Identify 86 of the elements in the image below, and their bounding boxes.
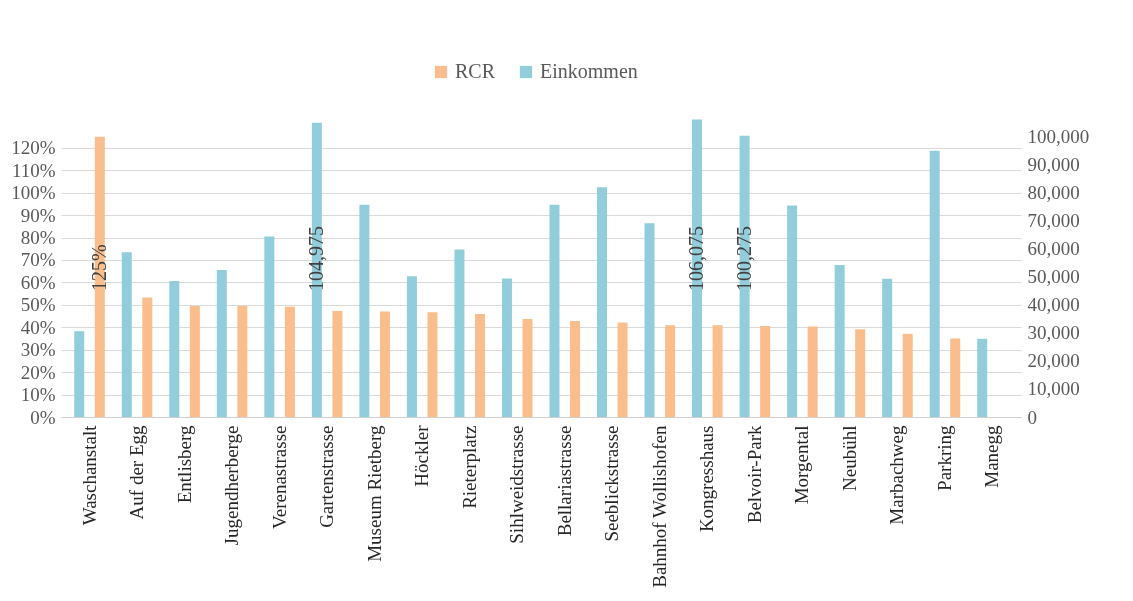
data-label: 104,975 — [304, 226, 327, 291]
bar — [284, 306, 295, 417]
y2-tick-label: 20,000 — [1027, 350, 1080, 372]
y-tick-label: 100% — [11, 182, 56, 204]
bar — [501, 278, 512, 417]
data-label: 106,075 — [685, 226, 708, 291]
x-tick-label: Jugendherberge — [221, 425, 243, 546]
bar — [902, 333, 913, 417]
x-tick-label: Bahnhof Wollishofen — [648, 425, 670, 588]
x-tick-label: Auf der Egg — [126, 425, 148, 520]
bar — [977, 338, 988, 417]
y2-tick-label: 10,000 — [1027, 378, 1080, 400]
x-tick-label: Neubühl — [838, 425, 860, 491]
bar — [549, 204, 560, 417]
y-tick-label: 80% — [20, 227, 56, 249]
bar — [94, 136, 105, 417]
bar — [427, 312, 438, 417]
bar — [597, 187, 608, 417]
y-tick-label: 60% — [20, 271, 56, 293]
bar — [617, 322, 628, 417]
bar — [406, 276, 417, 417]
x-tick-label: Waschanstalt — [78, 424, 100, 526]
y-tick-label: 110% — [11, 159, 56, 181]
y-tick-label: 40% — [20, 316, 56, 338]
y2-tick-label: 50,000 — [1027, 266, 1080, 288]
x-tick-label: Bellariastrasse — [553, 425, 575, 537]
x-tick-label: Parkring — [933, 425, 955, 491]
x-tick-label: Morgental — [791, 425, 813, 505]
legend-label: RCR — [455, 60, 496, 82]
y-tick-label: 90% — [20, 204, 56, 226]
y2-tick-label: 90,000 — [1027, 154, 1080, 176]
bar — [807, 326, 818, 417]
bar — [74, 331, 85, 417]
data-label: 100,275 — [732, 226, 755, 291]
x-tick-label: Manegg — [981, 425, 1003, 488]
x-tick-label: Rieterplatz — [458, 425, 480, 509]
y2-tick-label: 40,000 — [1027, 294, 1080, 316]
bar — [522, 318, 533, 417]
bar — [379, 311, 390, 417]
bar — [121, 252, 132, 417]
y-tick-label: 0% — [30, 406, 56, 428]
y2-tick-label: 30,000 — [1027, 322, 1080, 344]
x-tick-label: Kongresshaus — [696, 425, 718, 533]
x-tick-label: Seeblickstrasse — [601, 425, 623, 542]
bar — [665, 325, 676, 417]
bar — [882, 278, 893, 417]
x-tick-label: Gartenstrasse — [316, 425, 338, 528]
x-tick-label: Höckler — [411, 424, 433, 487]
y2-tick-label: 100,000 — [1027, 126, 1090, 148]
y2-tick-label: 60,000 — [1027, 238, 1080, 260]
bar — [142, 297, 153, 417]
bar — [332, 310, 343, 417]
x-tick-label: Entlisberg — [173, 425, 195, 504]
bar — [570, 321, 581, 417]
x-tick-label: Sihlweidstrasse — [506, 425, 528, 544]
y2-tick-label: 80,000 — [1027, 182, 1080, 204]
y-tick-label: 10% — [20, 384, 56, 406]
data-label: 125% — [87, 244, 110, 291]
bar — [189, 305, 200, 417]
y2-tick-label: 0 — [1027, 406, 1037, 428]
bar — [216, 270, 227, 417]
x-tick-label: Marbachweg — [886, 425, 908, 525]
bar — [787, 205, 798, 417]
x-tick-label: Belvoir-Park — [743, 425, 765, 524]
bar — [169, 281, 180, 417]
bar — [834, 265, 845, 417]
y-tick-label: 30% — [20, 339, 56, 361]
bar — [264, 236, 275, 417]
x-tick-label: Museum Rietberg — [363, 425, 385, 562]
bar — [760, 325, 771, 417]
y-tick-label: 70% — [20, 249, 56, 271]
legend-label: Einkommen — [540, 60, 638, 82]
bar — [950, 338, 961, 417]
y-tick-label: 120% — [11, 137, 56, 159]
y2-tick-label: 70,000 — [1027, 210, 1080, 232]
y-tick-label: 20% — [20, 361, 56, 383]
bar — [237, 305, 248, 417]
bar — [929, 150, 940, 417]
bar — [644, 223, 655, 417]
x-tick-label: Verenastrasse — [268, 425, 290, 529]
y-tick-label: 50% — [20, 294, 56, 316]
bar — [474, 314, 485, 417]
bar — [855, 329, 866, 417]
bar — [454, 249, 465, 417]
bar — [359, 204, 370, 417]
bar — [712, 325, 723, 417]
